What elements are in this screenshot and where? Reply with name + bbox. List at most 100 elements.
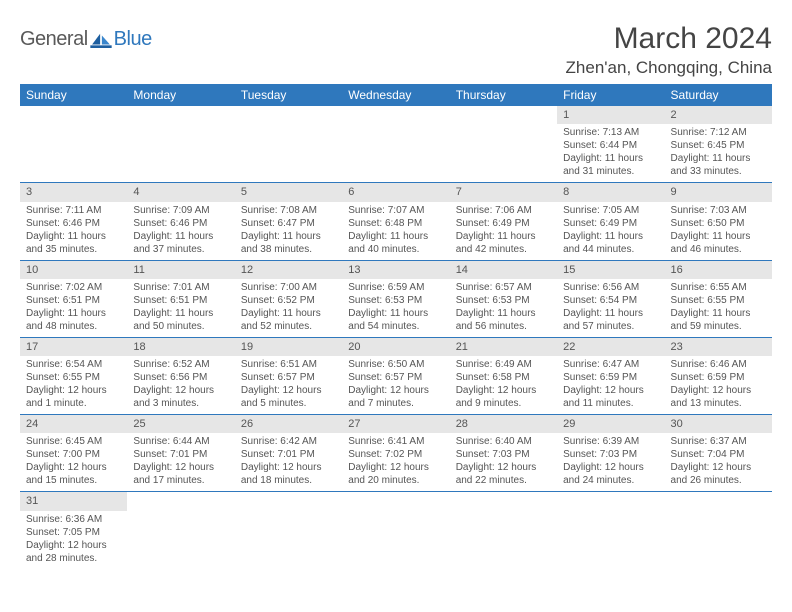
- day-info-cell: Sunrise: 7:02 AMSunset: 6:51 PMDaylight:…: [20, 279, 127, 338]
- sun-info-line: Sunrise: 6:57 AM: [456, 281, 551, 294]
- sun-info-line: Sunrise: 6:54 AM: [26, 358, 121, 371]
- day-info-cell: [342, 124, 449, 183]
- day-number-row: 12: [20, 106, 772, 124]
- sun-info-line: and 52 minutes.: [241, 320, 336, 333]
- day-number-cell: 2: [665, 106, 772, 124]
- day-number-cell: [450, 492, 557, 511]
- sun-info-line: Sunset: 6:59 PM: [563, 371, 658, 384]
- sun-info-line: Daylight: 12 hours: [456, 461, 551, 474]
- day-number-cell: 3: [20, 183, 127, 202]
- day-number-cell: 17: [20, 337, 127, 356]
- sun-info-line: Daylight: 11 hours: [348, 230, 443, 243]
- day-info-cell: Sunrise: 7:08 AMSunset: 6:47 PMDaylight:…: [235, 202, 342, 261]
- day-info-cell: Sunrise: 6:51 AMSunset: 6:57 PMDaylight:…: [235, 356, 342, 415]
- sun-info-line: Sunset: 6:52 PM: [241, 294, 336, 307]
- sun-info-line: Sunset: 6:50 PM: [671, 217, 766, 230]
- sun-info-line: Sunset: 7:04 PM: [671, 448, 766, 461]
- day-number-cell: 26: [235, 415, 342, 434]
- day-number-cell: 6: [342, 183, 449, 202]
- sun-info-line: Sunrise: 6:47 AM: [563, 358, 658, 371]
- sun-info-line: Sunset: 6:44 PM: [563, 139, 658, 152]
- sun-info-line: Daylight: 11 hours: [26, 307, 121, 320]
- day-info-cell: [450, 511, 557, 569]
- day-info-row: Sunrise: 6:54 AMSunset: 6:55 PMDaylight:…: [20, 356, 772, 415]
- sun-info-line: Sunset: 6:57 PM: [241, 371, 336, 384]
- day-number-cell: [342, 106, 449, 124]
- sun-info-line: Sunset: 6:49 PM: [563, 217, 658, 230]
- day-info-cell: Sunrise: 7:07 AMSunset: 6:48 PMDaylight:…: [342, 202, 449, 261]
- calendar-header-row: SundayMondayTuesdayWednesdayThursdayFrid…: [20, 84, 772, 106]
- day-number-cell: 21: [450, 337, 557, 356]
- sun-info-line: and 20 minutes.: [348, 474, 443, 487]
- day-number-cell: 11: [127, 260, 234, 279]
- sun-info-line: Daylight: 12 hours: [348, 461, 443, 474]
- logo-text-blue: Blue: [114, 28, 152, 51]
- sun-info-line: Daylight: 11 hours: [348, 307, 443, 320]
- sun-info-line: and 18 minutes.: [241, 474, 336, 487]
- sun-info-line: Daylight: 12 hours: [26, 384, 121, 397]
- day-number-cell: 16: [665, 260, 772, 279]
- day-info-cell: Sunrise: 6:42 AMSunset: 7:01 PMDaylight:…: [235, 433, 342, 492]
- day-info-cell: Sunrise: 7:13 AMSunset: 6:44 PMDaylight:…: [557, 124, 664, 183]
- sun-info-line: Sunset: 6:58 PM: [456, 371, 551, 384]
- sun-info-line: Sunrise: 7:09 AM: [133, 204, 228, 217]
- day-info-cell: Sunrise: 6:50 AMSunset: 6:57 PMDaylight:…: [342, 356, 449, 415]
- sun-info-line: Sunrise: 6:51 AM: [241, 358, 336, 371]
- day-info-cell: [450, 124, 557, 183]
- day-number-cell: [342, 492, 449, 511]
- sun-info-line: and 54 minutes.: [348, 320, 443, 333]
- day-info-cell: Sunrise: 6:44 AMSunset: 7:01 PMDaylight:…: [127, 433, 234, 492]
- sun-info-line: and 28 minutes.: [26, 552, 121, 565]
- weekday-header: Monday: [127, 84, 234, 106]
- title-block: March 2024 Zhen'an, Chongqing, China: [566, 22, 772, 78]
- sun-info-line: and 9 minutes.: [456, 397, 551, 410]
- sun-info-line: Sunset: 6:54 PM: [563, 294, 658, 307]
- sun-info-line: Sunrise: 7:08 AM: [241, 204, 336, 217]
- day-number-cell: 27: [342, 415, 449, 434]
- sun-info-line: Sunrise: 6:41 AM: [348, 435, 443, 448]
- sun-info-line: Sunrise: 7:01 AM: [133, 281, 228, 294]
- sun-info-line: and 17 minutes.: [133, 474, 228, 487]
- day-info-cell: Sunrise: 7:01 AMSunset: 6:51 PMDaylight:…: [127, 279, 234, 338]
- sun-info-line: Daylight: 12 hours: [26, 461, 121, 474]
- sun-info-line: Daylight: 12 hours: [348, 384, 443, 397]
- sun-info-line: and 42 minutes.: [456, 243, 551, 256]
- day-number-cell: 31: [20, 492, 127, 511]
- day-number-cell: [127, 106, 234, 124]
- day-info-cell: Sunrise: 6:57 AMSunset: 6:53 PMDaylight:…: [450, 279, 557, 338]
- sun-info-line: Sunset: 6:55 PM: [671, 294, 766, 307]
- day-info-cell: Sunrise: 6:47 AMSunset: 6:59 PMDaylight:…: [557, 356, 664, 415]
- weekday-header: Thursday: [450, 84, 557, 106]
- sun-info-line: Sunrise: 6:37 AM: [671, 435, 766, 448]
- sun-info-line: Daylight: 12 hours: [26, 539, 121, 552]
- day-number-cell: 28: [450, 415, 557, 434]
- day-info-cell: [127, 511, 234, 569]
- day-number-cell: 9: [665, 183, 772, 202]
- sun-info-line: Sunset: 6:53 PM: [456, 294, 551, 307]
- sun-info-line: Sunrise: 6:49 AM: [456, 358, 551, 371]
- day-info-cell: Sunrise: 6:49 AMSunset: 6:58 PMDaylight:…: [450, 356, 557, 415]
- sun-info-line: and 1 minute.: [26, 397, 121, 410]
- sun-info-line: Sunrise: 6:36 AM: [26, 513, 121, 526]
- sun-info-line: Daylight: 11 hours: [456, 307, 551, 320]
- day-info-row: Sunrise: 6:45 AMSunset: 7:00 PMDaylight:…: [20, 433, 772, 492]
- day-info-cell: [235, 124, 342, 183]
- sun-info-line: Sunrise: 6:46 AM: [671, 358, 766, 371]
- sun-info-line: and 7 minutes.: [348, 397, 443, 410]
- day-number-cell: 20: [342, 337, 449, 356]
- sun-info-line: Sunset: 6:45 PM: [671, 139, 766, 152]
- sun-info-line: Sunset: 6:48 PM: [348, 217, 443, 230]
- day-info-cell: [127, 124, 234, 183]
- sun-info-line: Daylight: 11 hours: [26, 230, 121, 243]
- sail-icon: [90, 32, 112, 48]
- sun-info-line: Sunrise: 6:40 AM: [456, 435, 551, 448]
- sun-info-line: Sunset: 6:57 PM: [348, 371, 443, 384]
- sun-info-line: Daylight: 11 hours: [671, 230, 766, 243]
- day-info-cell: [20, 124, 127, 183]
- day-number-cell: 12: [235, 260, 342, 279]
- sun-info-line: and 57 minutes.: [563, 320, 658, 333]
- day-number-cell: 10: [20, 260, 127, 279]
- day-info-cell: Sunrise: 6:39 AMSunset: 7:03 PMDaylight:…: [557, 433, 664, 492]
- sun-info-line: Sunset: 6:46 PM: [133, 217, 228, 230]
- day-number-row: 24252627282930: [20, 415, 772, 434]
